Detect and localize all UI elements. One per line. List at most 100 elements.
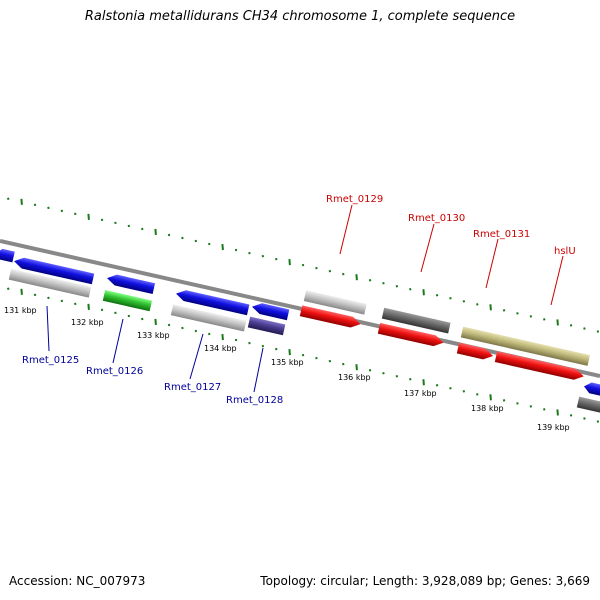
minor-tick bbox=[596, 330, 600, 333]
minor-tick bbox=[167, 233, 171, 237]
minor-tick bbox=[543, 408, 546, 411]
minor-tick bbox=[476, 393, 479, 396]
minor-tick bbox=[543, 318, 546, 321]
topology-value: circular bbox=[320, 574, 365, 588]
tick-label-131: 131 kbp bbox=[4, 306, 37, 315]
minor-tick bbox=[529, 405, 533, 408]
gene-arrow-reverse-0[interactable] bbox=[0, 248, 15, 263]
major-tick bbox=[288, 259, 291, 266]
minor-tick bbox=[476, 303, 479, 306]
major-tick bbox=[489, 394, 492, 401]
minor-tick bbox=[167, 323, 171, 327]
tick-label-132: 132 kbp bbox=[71, 318, 104, 327]
minor-tick bbox=[409, 378, 412, 381]
minor-tick bbox=[60, 209, 64, 213]
gene-block-rmet-0130-gray[interactable] bbox=[381, 307, 451, 334]
accession-value: NC_007973 bbox=[76, 574, 146, 588]
gene-label-rmet-0127[interactable]: Rmet_0127 bbox=[164, 382, 221, 393]
gene-arrow-rmet-0130-red[interactable] bbox=[377, 322, 445, 348]
gene-arrow-rmet-0129-red[interactable] bbox=[299, 305, 362, 329]
minor-tick bbox=[315, 356, 318, 360]
gene-arrow-rmet-0126-blue[interactable] bbox=[106, 273, 156, 294]
minor-tick bbox=[315, 266, 318, 270]
minor-tick bbox=[368, 368, 372, 372]
minor-tick bbox=[449, 387, 452, 390]
minor-tick bbox=[529, 315, 533, 318]
minor-tick bbox=[435, 294, 439, 297]
gene-arrow-rmet-0127-blue[interactable] bbox=[175, 288, 250, 316]
minor-tick bbox=[275, 347, 278, 351]
minor-tick bbox=[301, 263, 305, 267]
major-tick bbox=[556, 409, 559, 416]
forward-leader-lines bbox=[339, 204, 564, 306]
gene-label-hslu[interactable]: hslU bbox=[554, 246, 576, 257]
minor-tick bbox=[435, 384, 439, 387]
minor-tick bbox=[409, 288, 412, 291]
gene-label-rmet-0130[interactable]: Rmet_0130 bbox=[408, 213, 465, 224]
minor-tick bbox=[47, 296, 50, 300]
minor-tick bbox=[342, 362, 345, 366]
minor-tick bbox=[328, 269, 332, 273]
tick-labels: 131 kbp 132 kbp 133 kbp 134 kbp 135 kbp … bbox=[4, 306, 570, 432]
minor-tick bbox=[33, 293, 37, 297]
major-tick bbox=[355, 364, 358, 371]
minor-tick bbox=[7, 287, 10, 291]
minor-tick bbox=[516, 402, 519, 405]
minor-tick bbox=[368, 278, 372, 282]
minor-tick bbox=[141, 227, 144, 231]
major-tick bbox=[221, 243, 224, 251]
major-tick bbox=[355, 274, 358, 281]
minor-tick bbox=[181, 326, 184, 330]
gene-label-rmet-0125[interactable]: Rmet_0125 bbox=[22, 355, 79, 366]
genome-summary: Topology: circular; Length: 3,928,089 bp… bbox=[260, 574, 590, 588]
leader-line-rmet-0128 bbox=[253, 347, 264, 393]
gene-block-rmet-0126-green[interactable] bbox=[102, 290, 153, 312]
gene-arrow-right-edge-blue[interactable] bbox=[583, 381, 600, 397]
minor-tick bbox=[60, 299, 64, 303]
reverse-gene-labels: Rmet_0125 Rmet_0126 Rmet_0127 Rmet_0128 bbox=[22, 355, 283, 406]
minor-tick bbox=[100, 218, 104, 222]
tick-label-135: 135 kbp bbox=[271, 358, 304, 367]
gene-label-rmet-0128[interactable]: Rmet_0128 bbox=[226, 395, 283, 406]
minor-tick bbox=[208, 332, 211, 336]
gene-block-rmet-0125-gray[interactable] bbox=[8, 268, 92, 298]
major-tick bbox=[422, 379, 425, 386]
gene-arrow-rmet-0131-red[interactable] bbox=[456, 342, 495, 362]
reverse-leader-lines bbox=[46, 305, 264, 393]
gene-block-hslu-olive[interactable] bbox=[498, 335, 590, 366]
major-tick bbox=[87, 213, 90, 220]
gene-block-right-edge-gray[interactable] bbox=[576, 396, 600, 414]
gene-label-rmet-0131[interactable]: Rmet_0131 bbox=[473, 229, 530, 240]
lower-tick-track bbox=[7, 287, 600, 423]
major-tick bbox=[221, 333, 224, 341]
gene-arrow-rmet-0128-blue[interactable] bbox=[251, 301, 290, 321]
gene-label-rmet-0126[interactable]: Rmet_0126 bbox=[86, 366, 143, 377]
minor-tick bbox=[569, 414, 573, 417]
gene-block-rmet-0131-olive[interactable] bbox=[460, 326, 502, 346]
gene-label-rmet-0129[interactable]: Rmet_0129 bbox=[326, 194, 383, 205]
major-tick bbox=[154, 228, 157, 236]
gene-arrow-rmet-0125-blue[interactable] bbox=[13, 256, 95, 285]
gene-block-rmet-0127-gray[interactable] bbox=[170, 304, 247, 332]
minor-tick bbox=[47, 206, 50, 210]
length-value: 3,928,089 bp bbox=[421, 574, 502, 588]
minor-tick bbox=[100, 308, 104, 312]
minor-tick bbox=[234, 248, 238, 252]
minor-tick bbox=[194, 329, 198, 333]
accession-label: Accession: bbox=[9, 574, 73, 588]
gene-block-rmet-0128-purple[interactable] bbox=[247, 316, 286, 336]
forward-gene-labels: Rmet_0129 Rmet_0130 Rmet_0131 hslU bbox=[326, 194, 576, 257]
minor-tick bbox=[502, 309, 506, 312]
gene-features bbox=[0, 248, 600, 414]
minor-tick bbox=[462, 390, 466, 393]
minor-tick bbox=[261, 254, 265, 258]
tick-label-138: 138 kbp bbox=[471, 404, 504, 413]
major-tick bbox=[288, 349, 291, 356]
topology-label: Topology: bbox=[260, 574, 317, 588]
minor-tick bbox=[33, 203, 37, 207]
gene-arrow-hslu-red[interactable] bbox=[494, 351, 585, 381]
genes-value: 3,669 bbox=[555, 574, 590, 588]
minor-tick bbox=[261, 344, 265, 348]
gene-block-rmet-0129-gray[interactable] bbox=[303, 290, 367, 315]
